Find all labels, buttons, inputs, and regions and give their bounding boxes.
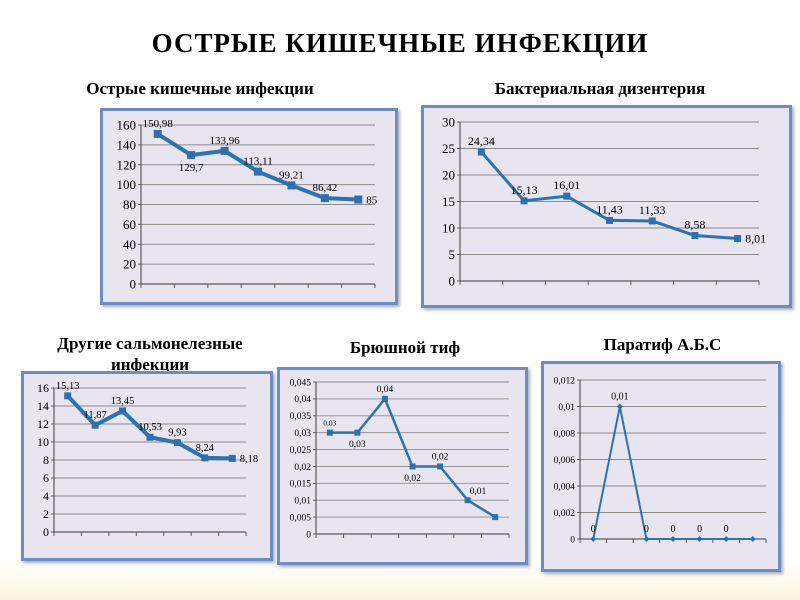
svg-text:0: 0 <box>306 530 311 540</box>
svg-text:8,58: 8,58 <box>684 218 705 232</box>
svg-text:0,008: 0,008 <box>554 429 576 439</box>
svg-text:0: 0 <box>570 535 575 545</box>
svg-text:15,13: 15,13 <box>511 183 538 197</box>
svg-text:0,012: 0,012 <box>554 376 576 386</box>
svg-text:20: 20 <box>123 257 136 272</box>
svg-text:0,04: 0,04 <box>377 385 394 395</box>
svg-text:150,98: 150,98 <box>143 118 174 130</box>
svg-text:133,96: 133,96 <box>209 135 240 147</box>
svg-text:0,004: 0,004 <box>554 482 576 492</box>
svg-text:0,01: 0,01 <box>611 392 629 403</box>
svg-text:0,005: 0,005 <box>290 513 312 523</box>
svg-text:0,035: 0,035 <box>290 412 312 422</box>
svg-text:160: 160 <box>117 118 137 133</box>
svg-text:24,34: 24,34 <box>468 134 495 148</box>
svg-text:0: 0 <box>449 274 456 289</box>
chart-paratyphoid-abc: 0 0,002 0,004 0,006 0,008 0,01 0,012 0 0,01 0 0 0 0 <box>541 361 781 572</box>
chart-canvas-bacterial-dysentery: 0 5 10 15 20 25 30 24,34 15,13 16,01 11,43 11,33 8,5… <box>442 115 766 289</box>
chart-canvas-typhoid-fever: 0 0,005 0,01 0,015 0,02 0,025 0,03 0,035 0,04 0,0… <box>290 378 510 540</box>
svg-text:0: 0 <box>591 524 596 535</box>
svg-text:13,45: 13,45 <box>111 396 135 407</box>
chart-title-acute-intestinal: Острые кишечные инфекции <box>86 79 314 98</box>
svg-text:12: 12 <box>37 417 49 431</box>
chart-canvas-acute-intestinal: 0 20 40 60 80 100 120 140 160 150,98 129,7 133,9611… <box>117 118 378 292</box>
chart-title-typhoid-fever: Брюшной тиф <box>349 338 461 357</box>
svg-text:15: 15 <box>442 194 455 209</box>
svg-text:0,002: 0,002 <box>554 509 576 519</box>
svg-text:0: 0 <box>43 525 49 539</box>
svg-text:120: 120 <box>117 157 137 172</box>
svg-text:10: 10 <box>442 221 455 236</box>
chart-title-bacterial-dysentery: Бактериальная дизентерия <box>494 79 706 98</box>
svg-text:8,24: 8,24 <box>196 443 215 454</box>
svg-text:30: 30 <box>442 115 455 130</box>
svg-text:0,006: 0,006 <box>554 456 576 466</box>
svg-text:0,03: 0,03 <box>294 429 311 439</box>
svg-text:0,04: 0,04 <box>294 395 311 405</box>
svg-text:80: 80 <box>123 197 136 212</box>
chart-canvas-other-salmonella: 0 2 4 6 8 10 12 14 16 15,13 11,87 13,45 10,53 9,93 8,2… <box>37 381 258 539</box>
svg-text:86,42: 86,42 <box>312 182 337 194</box>
chart-canvas-paratyphoid-abc: 0 0,002 0,004 0,006 0,008 0,01 0,012 0 0,01 0 0 0 0 <box>554 376 767 545</box>
svg-text:11,87: 11,87 <box>84 410 107 421</box>
chart-title-paratyphoid-abc: Паратиф А.Б.С <box>603 335 722 354</box>
chart-other-salmonella-infections: 0 2 4 6 8 10 12 14 16 15,13 11,87 13,45 10,53 9,93 8,2… <box>21 371 273 561</box>
svg-text:8: 8 <box>43 453 49 467</box>
svg-text:2: 2 <box>43 507 49 521</box>
svg-text:0,03: 0,03 <box>323 419 336 428</box>
svg-text:0: 0 <box>644 524 649 535</box>
svg-text:99,21: 99,21 <box>279 169 304 181</box>
svg-text:60: 60 <box>123 217 136 232</box>
svg-text:0,015: 0,015 <box>290 480 312 490</box>
svg-text:0,02: 0,02 <box>404 474 421 484</box>
chart-title-other-salmonella: Другие сальмонелезные инфекции <box>57 334 243 374</box>
svg-text:8,18: 8,18 <box>240 454 258 465</box>
svg-text:0,01: 0,01 <box>470 487 487 497</box>
svg-text:100: 100 <box>117 177 137 192</box>
svg-text:0,01: 0,01 <box>558 403 575 413</box>
svg-text:113,11: 113,11 <box>243 156 272 168</box>
svg-text:8,01: 8,01 <box>745 232 766 246</box>
svg-text:16,01: 16,01 <box>553 178 580 192</box>
svg-text:11,33: 11,33 <box>639 203 666 217</box>
chart-typhoid-fever: 0 0,005 0,01 0,015 0,02 0,025 0,03 0,035 0,04 0,0… <box>277 367 528 565</box>
svg-text:6: 6 <box>43 471 49 485</box>
svg-text:0,025: 0,025 <box>290 446 312 456</box>
svg-text:40: 40 <box>123 237 136 252</box>
svg-text:20: 20 <box>442 168 455 183</box>
svg-text:4: 4 <box>43 489 49 503</box>
svg-text:14: 14 <box>37 399 49 413</box>
svg-text:0,02: 0,02 <box>294 463 311 473</box>
svg-text:0,03: 0,03 <box>349 440 366 450</box>
svg-text:0,01: 0,01 <box>294 497 311 507</box>
svg-text:25: 25 <box>442 141 455 156</box>
svg-text:0: 0 <box>697 524 702 535</box>
svg-text:85: 85 <box>366 194 378 206</box>
svg-text:16: 16 <box>37 381 49 395</box>
svg-text:15,13: 15,13 <box>56 381 80 392</box>
chart-bacterial-dysentery: 0 5 10 15 20 25 30 24,34 15,13 16,01 11,43 11,33 8,5… <box>421 105 792 308</box>
svg-text:5: 5 <box>449 247 456 262</box>
svg-text:0,02: 0,02 <box>432 452 449 462</box>
svg-text:10: 10 <box>37 435 49 449</box>
svg-text:140: 140 <box>117 137 137 152</box>
svg-text:0: 0 <box>724 524 729 535</box>
svg-text:0: 0 <box>130 277 137 292</box>
svg-text:0: 0 <box>671 524 676 535</box>
slide-title: ОСТРЫЕ КИШЕЧНЫЕ ИНФЕКЦИИ <box>151 28 649 58</box>
chart-acute-intestinal-infections: 0 20 40 60 80 100 120 140 160 150,98 129,7 133,96 11… <box>100 108 398 305</box>
svg-text:11,43: 11,43 <box>596 202 623 216</box>
svg-text:9,93: 9,93 <box>168 428 186 439</box>
svg-text:129,7: 129,7 <box>179 162 204 174</box>
svg-text:10,53: 10,53 <box>138 422 162 433</box>
svg-text:0,045: 0,045 <box>290 378 312 388</box>
